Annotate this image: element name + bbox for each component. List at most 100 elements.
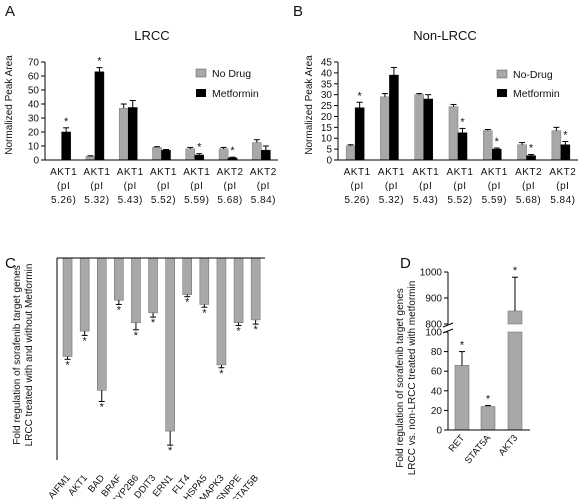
significance-marker: * (358, 90, 363, 102)
y-tick-label: 15 (321, 123, 333, 134)
x-tick-label: 5.59) (482, 195, 507, 206)
bar (131, 257, 141, 323)
x-tick-label: AKT1 (378, 167, 405, 178)
y-axis-label-d-line1: Fold regulation of sorafenib target gene… (395, 288, 406, 468)
bar (389, 74, 399, 161)
x-tick-label: AKT1 (117, 167, 144, 178)
bars-c: * * * * * * * * * * * * (62, 257, 261, 457)
significance-marker: * (83, 335, 88, 347)
x-tick-label: (pI (257, 181, 270, 192)
bar (526, 155, 536, 161)
bar (507, 310, 523, 325)
x-tick-label: (pI (157, 181, 170, 192)
x-tick-labels-a: AKT1 (pI 5.26) AKT1 (pI 5.32) AKT1 (pI 5.43) AKT1… (50, 167, 277, 206)
y-axis-label-c-line1: Fold regulation of sorafenib target gene… (12, 265, 23, 445)
y-tick-label: 40 (431, 386, 443, 397)
bar (483, 130, 493, 161)
significance-marker: * (563, 129, 568, 141)
bar (199, 257, 210, 305)
bar (423, 98, 433, 161)
y-tick-label: 50 (28, 86, 40, 97)
significance-marker: * (219, 368, 224, 380)
x-tick-label: RET (447, 433, 468, 455)
bar (454, 365, 470, 431)
bar (551, 130, 562, 161)
y-tick-label: 0 (436, 426, 442, 437)
significance-marker: * (117, 304, 122, 316)
bar (560, 144, 571, 161)
x-tick-label: AKT2 (250, 167, 277, 178)
y-tick-label: 60 (431, 367, 443, 378)
x-tick-label: 5.84) (251, 195, 276, 206)
x-tick-label: (pI (453, 181, 466, 192)
x-tick-label: (pI (57, 181, 70, 192)
y-axis-label-d-line2: LRCC vs. non-LRCC treated with metformin (407, 281, 418, 476)
x-tick-label: 5.43) (413, 195, 438, 206)
y-tick-label: 0 (33, 156, 39, 167)
bar (380, 96, 390, 161)
x-tick-label: AKT1 (412, 167, 439, 178)
y-tick-label: 900 (425, 294, 442, 305)
legend-label-metformin-a: Metformin (212, 88, 259, 100)
significance-marker: * (151, 317, 156, 329)
bar (148, 257, 158, 314)
y-tick-label: 60 (28, 72, 40, 83)
significance-marker: * (97, 56, 102, 68)
x-tick-label: (pI (522, 181, 535, 192)
bar (97, 257, 107, 391)
y-tick-label: 100 (425, 328, 442, 339)
significance-marker: * (65, 359, 70, 371)
y-tick-label: 30 (321, 90, 333, 101)
y-tick-label: 25 (321, 101, 333, 112)
x-tick-label: AKT1 (446, 167, 473, 178)
bar (79, 257, 90, 332)
bar (414, 94, 424, 161)
x-tick-label: 5.32) (84, 195, 109, 206)
bar (448, 106, 459, 161)
x-tick-label: AKT1 (183, 167, 210, 178)
panel-c: C Fold regulation of sorafenib target ge… (5, 255, 265, 499)
bar (354, 107, 365, 161)
legend-swatch-no-drug-b (496, 69, 508, 79)
y-tick-label: 45 (321, 58, 333, 69)
x-tick-label: (pI (190, 181, 203, 192)
bar (118, 107, 129, 161)
significance-marker: * (486, 394, 491, 406)
bar (127, 107, 138, 161)
significance-marker: * (513, 265, 518, 277)
bar (216, 257, 227, 366)
significance-marker: * (254, 324, 259, 336)
axis-break-mark-d (442, 322, 454, 328)
bar (85, 156, 96, 161)
x-tick-label: 5.68) (516, 195, 541, 206)
x-tick-label: STAT5A (463, 432, 494, 466)
bar (252, 142, 262, 161)
bars-d: * * * (454, 265, 523, 431)
significance-marker: * (236, 326, 241, 338)
legend-label-metformin-b: Metformin (513, 88, 560, 100)
significance-marker: * (185, 297, 190, 309)
x-tick-label: (pI (556, 181, 569, 192)
bar (250, 257, 261, 321)
bars-a: * * * * (61, 56, 271, 161)
x-tick-label: 5.84) (550, 195, 575, 206)
bar (161, 149, 171, 161)
x-tick-label: AKT2 (217, 167, 244, 178)
x-tick-label: 5.26) (51, 195, 76, 206)
x-tick-label: 5.68) (217, 195, 242, 206)
bars-b: * * * * * (345, 66, 571, 161)
significance-marker: * (64, 116, 69, 128)
significance-marker: * (529, 143, 534, 155)
chart-title-b: Non-LRCC (413, 28, 477, 43)
bar (94, 71, 105, 161)
panel-label-c: C (5, 255, 16, 272)
y-tick-label: 20 (321, 112, 333, 123)
x-tick-label: 5.52) (151, 195, 176, 206)
x-tick-label: (pI (351, 181, 364, 192)
x-tick-label: AIFM1 (46, 473, 72, 499)
y-tick-label: 10 (321, 134, 333, 145)
panel-a: A LRCC Normalized Peak Area 0 10 20 30 40 50 6… (4, 3, 278, 206)
x-tick-label: (pI (90, 181, 103, 192)
bar (182, 257, 192, 295)
